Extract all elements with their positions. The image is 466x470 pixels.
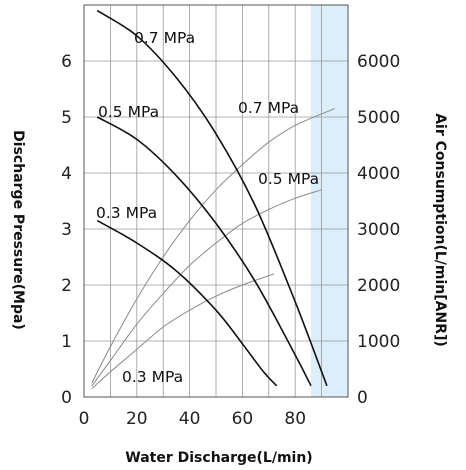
highlight-region (311, 5, 348, 397)
y-left-axis-title: Discharge Pressure(Mpa) (10, 130, 26, 330)
y-right-tick-label: 1000 (357, 332, 400, 352)
y-right-tick-label: 3000 (357, 220, 400, 240)
curve-label-pressure-0.5: 0.5 MPa (98, 103, 159, 121)
pressure-curves (96, 9, 328, 387)
y-left-tick-label: 0 (61, 388, 72, 408)
plot-frame (83, 4, 349, 398)
y-right-tick-label: 2000 (357, 276, 400, 296)
y-left-tick-label: 4 (61, 164, 72, 184)
x-tick-labels: 0 20 40 60 80 (79, 409, 306, 429)
y-right-tick-labels: 0 1000 2000 3000 4000 5000 6000 (357, 52, 400, 408)
pressure-curve-0.3-mpa (96, 219, 278, 387)
air-curve-0.3-mpa (91, 273, 275, 389)
y-left-tick-labels: 0 1 2 3 4 5 6 (61, 52, 72, 408)
air-consumption-curves (91, 108, 335, 389)
y-left-tick-label: 2 (61, 276, 72, 296)
y-right-axis-title: Air Consumption(L/min[ANR]) (432, 113, 448, 347)
y-left-tick-label: 5 (61, 108, 72, 128)
curve-label-air-0.3: 0.3 MPa (122, 368, 183, 386)
y-right-tick-label: 6000 (357, 52, 400, 72)
air-curve-0.7-mpa (91, 108, 335, 384)
y-left-tick-label: 3 (61, 220, 72, 240)
grid (84, 5, 348, 397)
x-tick-label: 80 (284, 409, 306, 429)
y-left-tick-label: 1 (61, 332, 72, 352)
x-tick-label: 0 (79, 409, 90, 429)
y-right-tick-label: 0 (357, 388, 368, 408)
curve-label-pressure-0.3: 0.3 MPa (96, 204, 157, 222)
curve-label-air-0.5: 0.5 MPa (258, 170, 319, 188)
x-tick-label: 40 (179, 409, 201, 429)
x-tick-label: 20 (126, 409, 148, 429)
air-curve-0.5-mpa (91, 189, 322, 387)
y-right-tick-label: 4000 (357, 164, 400, 184)
curve-label-pressure-0.7: 0.7 MPa (134, 29, 195, 47)
pressure-curve-0.7-mpa (96, 9, 328, 387)
y-right-tick-label: 5000 (357, 108, 400, 128)
y-left-tick-label: 6 (61, 52, 72, 72)
x-tick-label: 60 (232, 409, 254, 429)
x-axis-title: Water Discharge(L/min) (125, 450, 312, 466)
curve-label-air-0.7: 0.7 MPa (238, 99, 299, 117)
pressure-curve-0.5-mpa (96, 116, 312, 387)
